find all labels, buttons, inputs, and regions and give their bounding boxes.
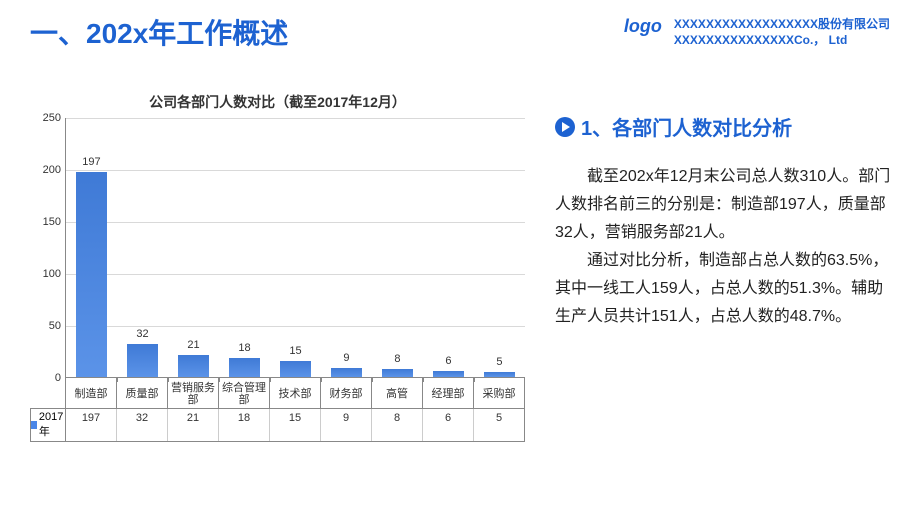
- bar-slot: 15: [270, 118, 321, 377]
- table-value-cell: 18: [218, 409, 269, 441]
- section-heading: 1、各部门人数对比分析: [555, 112, 892, 141]
- chart-body: 050100150200250 197322118159865: [30, 118, 525, 378]
- bar-value-label: 32: [136, 328, 148, 340]
- bar: 21: [178, 355, 210, 377]
- company-name-en: XXXXXXXXXXXXXXXCo.， Ltd: [674, 32, 890, 48]
- category-label: 技术部: [269, 378, 320, 408]
- table-value-cell: 6: [422, 409, 473, 441]
- y-tick-label: 200: [43, 164, 61, 176]
- bar: 8: [382, 369, 414, 377]
- table-value-cell: 5: [473, 409, 524, 441]
- table-value-cell: 15: [269, 409, 320, 441]
- company-name-cn: XXXXXXXXXXXXXXXXXX股份有限公司: [674, 16, 890, 32]
- category-label: 采购部: [473, 378, 524, 408]
- company-block: XXXXXXXXXXXXXXXXXX股份有限公司 XXXXXXXXXXXXXXX…: [674, 16, 890, 48]
- chart-title: 公司各部门人数对比（截至2017年12月）: [30, 92, 525, 112]
- category-label: 高管: [371, 378, 422, 408]
- bar-value-label: 197: [82, 156, 100, 168]
- legend-cell: 2017年: [31, 409, 66, 441]
- paragraph-2: 通过对比分析，制造部占总人数的63.5%，其中一线工人159人，占总人数的51.…: [555, 247, 892, 331]
- legend-label: 2017年: [39, 411, 65, 439]
- y-tick-label: 150: [43, 216, 61, 228]
- y-tick-label: 100: [43, 268, 61, 280]
- table-value-cell: 197: [66, 409, 116, 441]
- logo-text: logo: [624, 16, 662, 37]
- category-label: 综合管理部: [218, 378, 269, 408]
- table-value-cell: 21: [167, 409, 218, 441]
- header: 一、202x年工作概述 logo XXXXXXXXXXXXXXXXXX股份有限公…: [30, 12, 890, 52]
- bar-slot: 32: [117, 118, 168, 377]
- paragraph-1: 截至202x年12月末公司总人数310人。部门人数排名前三的分别是：制造部197…: [555, 163, 892, 247]
- bar-value-label: 9: [343, 352, 349, 364]
- category-row: 制造部质量部营销服务部综合管理部技术部财务部高管经理部采购部: [65, 378, 525, 408]
- play-circle-icon: [555, 117, 575, 137]
- legend-swatch: [31, 421, 37, 429]
- bar: 15: [280, 361, 312, 377]
- page-title: 一、202x年工作概述: [30, 12, 288, 52]
- category-label: 质量部: [116, 378, 167, 408]
- bar-value-label: 6: [445, 355, 451, 367]
- category-label: 制造部: [66, 378, 116, 408]
- bar-slot: 5: [474, 118, 525, 377]
- plot-area: 197 32 21 18 15 9 8 6 5: [65, 118, 525, 378]
- header-right: logo XXXXXXXXXXXXXXXXXX股份有限公司 XXXXXXXXXX…: [624, 16, 890, 48]
- bar: 9: [331, 368, 363, 377]
- bar-value-label: 21: [187, 339, 199, 351]
- y-axis: 050100150200250: [30, 118, 65, 378]
- bars-container: 197 32 21 18 15 9 8 6 5: [66, 118, 525, 377]
- y-tick-label: 50: [49, 320, 61, 332]
- table-value-cell: 32: [116, 409, 167, 441]
- bar-slot: 18: [219, 118, 270, 377]
- category-label: 财务部: [320, 378, 371, 408]
- y-tick-label: 250: [43, 112, 61, 124]
- table-value-cell: 8: [371, 409, 422, 441]
- bar-slot: 21: [168, 118, 219, 377]
- legend-row: 2017年 197322118159865: [30, 408, 525, 442]
- category-label: 营销服务部: [167, 378, 218, 408]
- y-tick-label: 0: [55, 372, 61, 384]
- bar: 5: [484, 372, 516, 377]
- section-heading-text: 1、各部门人数对比分析: [581, 112, 792, 141]
- bar-slot: 197: [66, 118, 117, 377]
- bar-value-label: 18: [238, 342, 250, 354]
- bar-slot: 9: [321, 118, 372, 377]
- category-label: 经理部: [422, 378, 473, 408]
- department-chart: 公司各部门人数对比（截至2017年12月） 0 50 100 150 200 250 19…: [30, 92, 525, 442]
- bar-value-label: 15: [289, 345, 301, 357]
- bar: 18: [229, 358, 261, 377]
- bar: 32: [127, 344, 159, 377]
- bar-value-label: 5: [496, 356, 502, 368]
- table-value-cell: 9: [320, 409, 371, 441]
- value-row: 197322118159865: [66, 409, 524, 441]
- section-body: 截至202x年12月末公司总人数310人。部门人数排名前三的分别是：制造部197…: [555, 163, 892, 331]
- bar-slot: 6: [423, 118, 474, 377]
- bar-slot: 8: [372, 118, 423, 377]
- bar: 6: [433, 371, 465, 377]
- bar: 197: [76, 172, 108, 377]
- bar-value-label: 8: [394, 353, 400, 365]
- right-panel: 1、各部门人数对比分析 截至202x年12月末公司总人数310人。部门人数排名前…: [555, 112, 892, 331]
